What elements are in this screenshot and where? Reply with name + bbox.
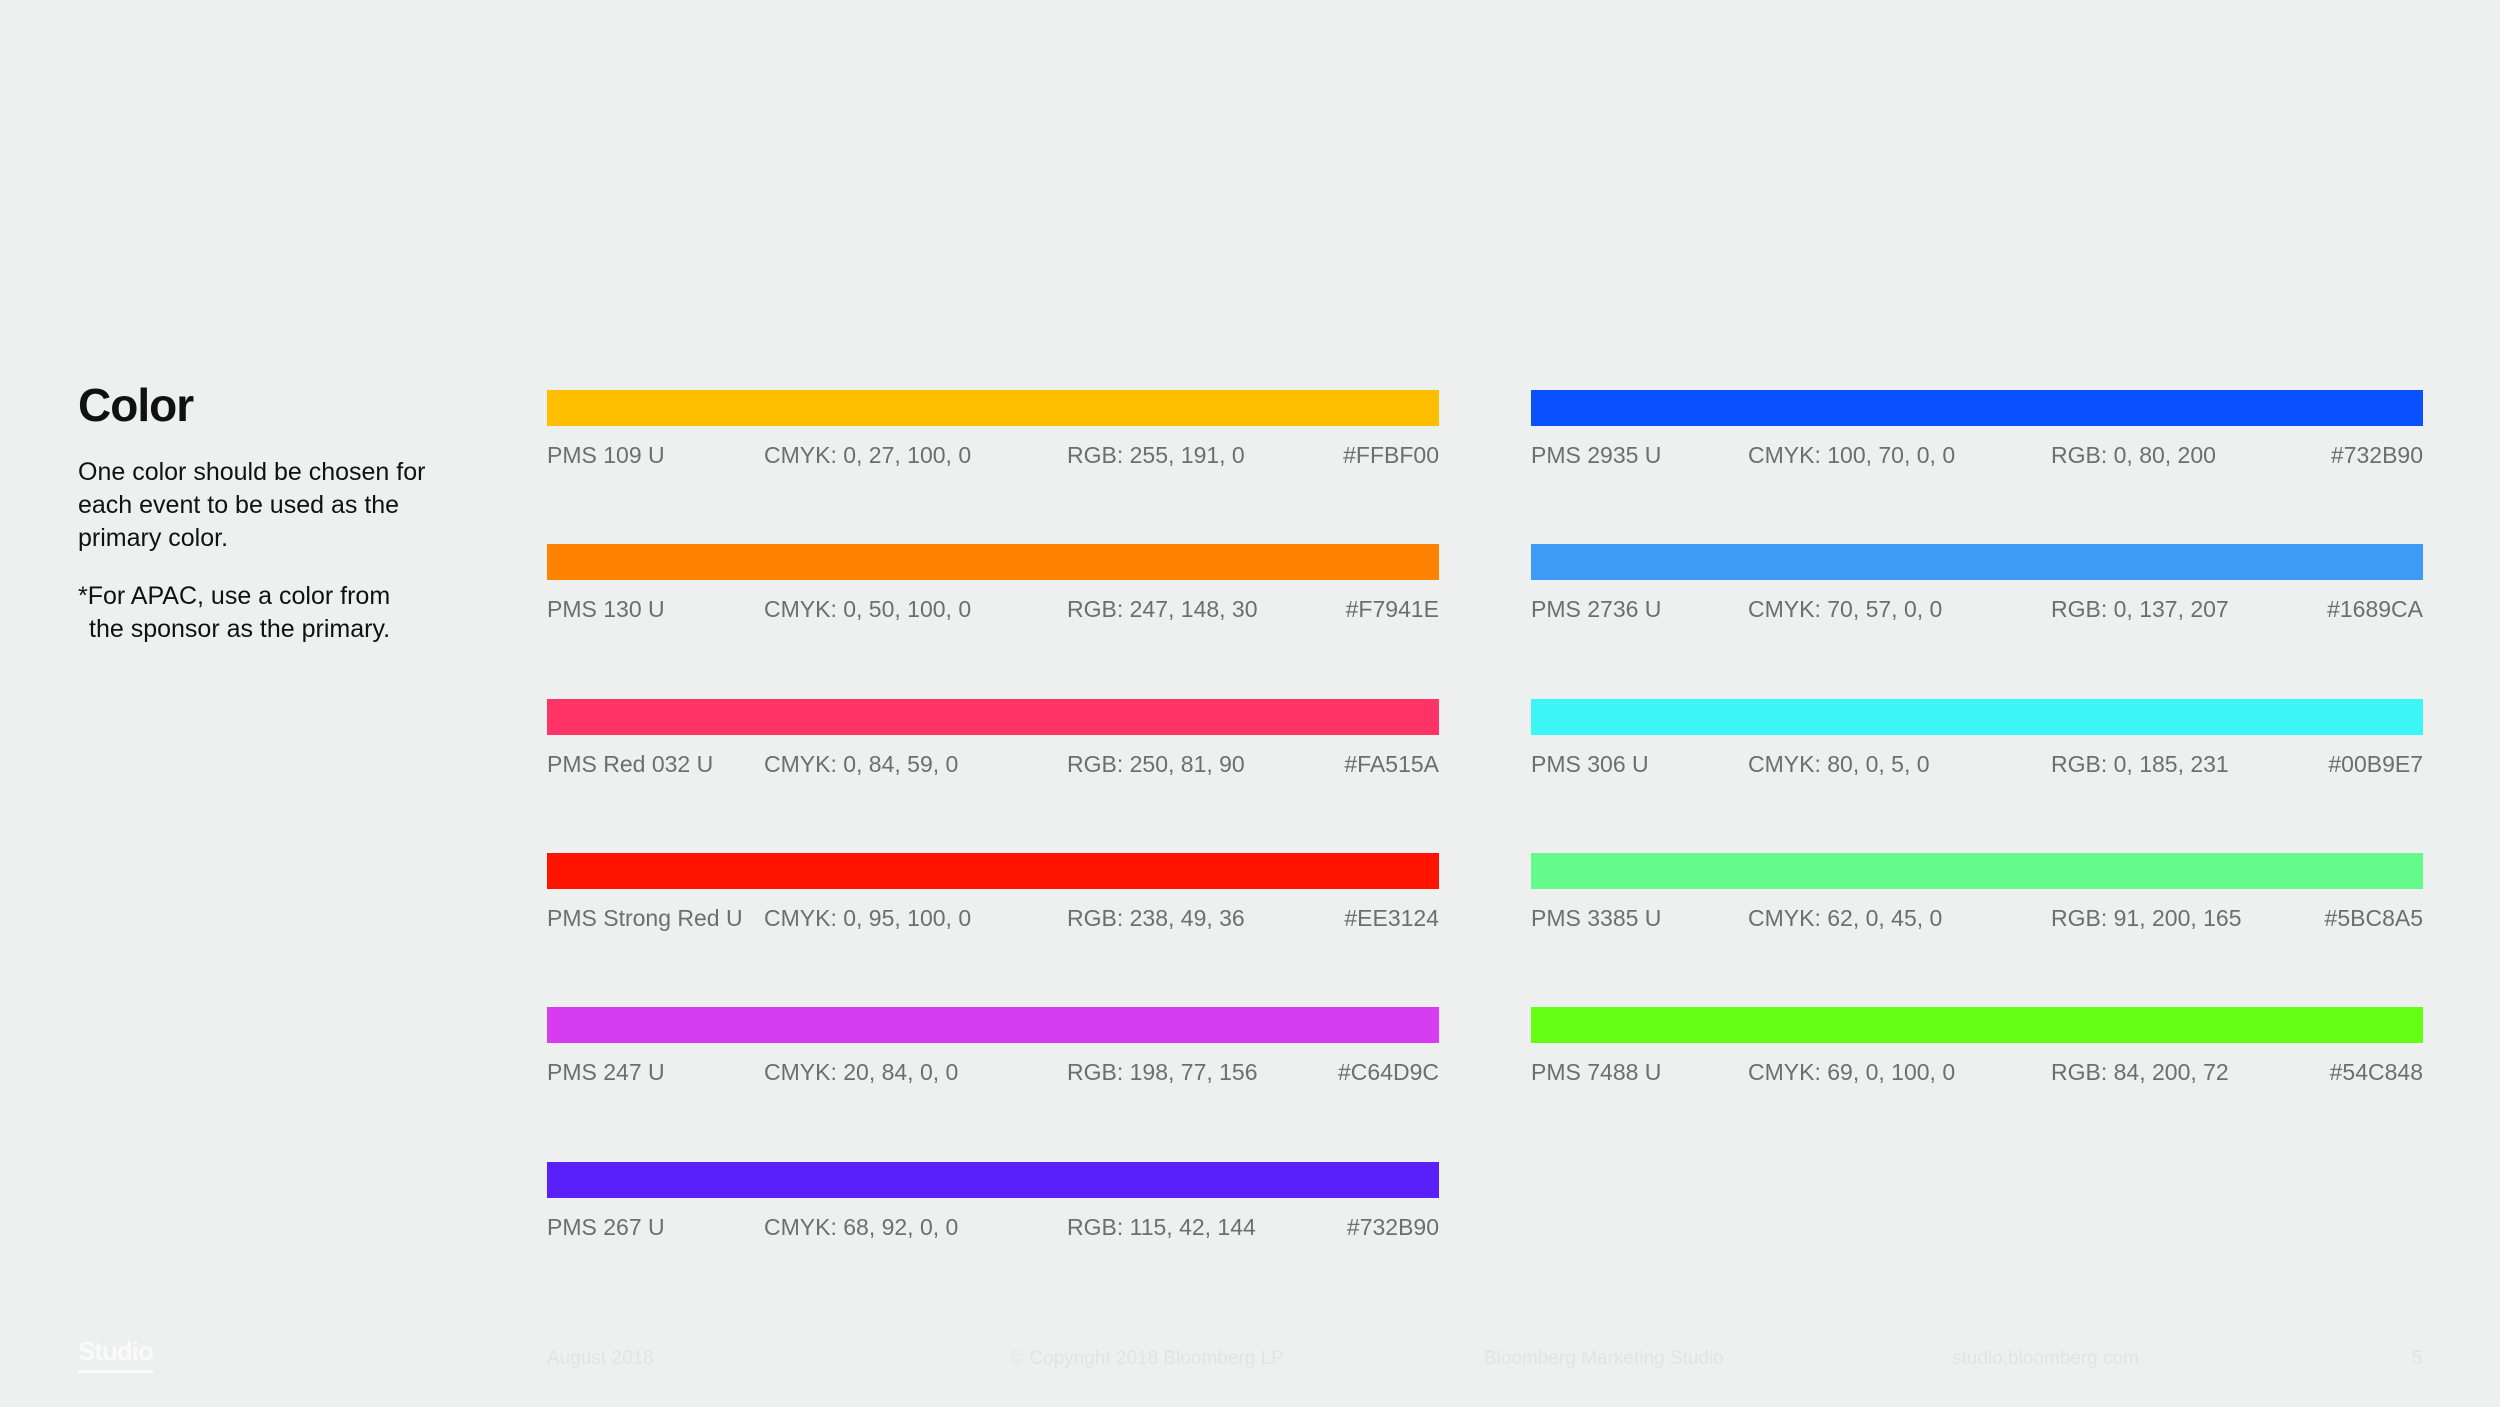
color-swatch-pms-3385: PMS 3385 U CMYK: 62, 0, 45, 0 RGB: 91, 2… [1531, 853, 2423, 963]
pms-label: PMS Strong Red U [547, 905, 743, 931]
color-swatch-pms-7488: PMS 7488 U CMYK: 69, 0, 100, 0 RGB: 84, … [1531, 1007, 2423, 1117]
pms-label: PMS 109 U [547, 442, 665, 468]
color-bar [547, 1007, 1439, 1043]
color-swatch-pms-247: PMS 247 U CMYK: 20, 84, 0, 0 RGB: 198, 7… [547, 1007, 1439, 1117]
page-description: One color should be chosen for each even… [78, 458, 426, 552]
apac-note: *For APAC, use a color from the sponsor … [78, 580, 438, 646]
color-bar [547, 853, 1439, 889]
color-swatch-pms-red-032: PMS Red 032 U CMYK: 0, 84, 59, 0 RGB: 25… [547, 699, 1439, 809]
rgb-label: RGB: 247, 148, 30 [1067, 596, 1258, 622]
hex-label: #F7941E [1345, 596, 1439, 622]
footer-studio-name: Bloomberg Marketing Studio [1484, 1348, 1724, 1369]
color-bar [1531, 544, 2423, 580]
cmyk-label: CMYK: 70, 57, 0, 0 [1748, 596, 1943, 622]
color-bar [1531, 390, 2423, 426]
pms-label: PMS 2935 U [1531, 442, 1662, 468]
cmyk-label: CMYK: 0, 84, 59, 0 [764, 751, 959, 777]
cmyk-label: CMYK: 62, 0, 45, 0 [1748, 905, 1943, 931]
rgb-label: RGB: 198, 77, 156 [1067, 1059, 1258, 1085]
color-bar [1531, 853, 2423, 889]
pms-label: PMS 306 U [1531, 751, 1649, 777]
rgb-label: RGB: 0, 80, 200 [2051, 442, 2216, 468]
color-bar [547, 699, 1439, 735]
cmyk-label: CMYK: 68, 92, 0, 0 [764, 1214, 959, 1240]
hex-label: #EE3124 [1344, 905, 1439, 931]
pms-label: PMS 7488 U [1531, 1059, 1662, 1085]
rgb-label: RGB: 84, 200, 72 [2051, 1059, 2229, 1085]
color-swatch-pms-267: PMS 267 U CMYK: 68, 92, 0, 0 RGB: 115, 4… [547, 1162, 1439, 1272]
footer-copyright: © Copyright 2018 Bloomberg LP [1010, 1348, 1284, 1369]
rgb-label: RGB: 91, 200, 165 [2051, 905, 2242, 931]
color-bar [547, 1162, 1439, 1198]
color-bar [1531, 1007, 2423, 1043]
color-swatch-pms-130: PMS 130 U CMYK: 0, 50, 100, 0 RGB: 247, … [547, 544, 1439, 654]
color-swatch-pms-306: PMS 306 U CMYK: 80, 0, 5, 0 RGB: 0, 185,… [1531, 699, 2423, 809]
rgb-label: RGB: 0, 137, 207 [2051, 596, 2229, 622]
color-swatch-pms-strong-red: PMS Strong Red U CMYK: 0, 95, 100, 0 RGB… [547, 853, 1439, 963]
hex-label: #732B90 [1346, 1214, 1439, 1240]
footer-date: August 2018 [547, 1348, 654, 1369]
pms-label: PMS 247 U [547, 1059, 665, 1085]
hex-label: #C64D9C [1338, 1059, 1439, 1085]
apac-note-line-1: *For APAC, use a color from [78, 582, 391, 610]
footer-url: studio.bloomberg.com [1952, 1348, 2139, 1369]
cmyk-label: CMYK: 0, 27, 100, 0 [764, 442, 972, 468]
rgb-label: RGB: 255, 191, 0 [1067, 442, 1245, 468]
hex-label: #5BC8A5 [2324, 905, 2423, 931]
pms-label: PMS 2736 U [1531, 596, 1662, 622]
cmyk-label: CMYK: 20, 84, 0, 0 [764, 1059, 959, 1085]
hex-label: #FFBF00 [1343, 442, 1439, 468]
footer-page-number: 5 [2412, 1348, 2423, 1369]
rgb-label: RGB: 238, 49, 36 [1067, 905, 1245, 931]
color-bar [547, 544, 1439, 580]
color-bar [547, 390, 1439, 426]
studio-logo: Studio [78, 1336, 154, 1373]
color-swatch-pms-2935: PMS 2935 U CMYK: 100, 70, 0, 0 RGB: 0, 8… [1531, 390, 2423, 500]
hex-label: #FA515A [1344, 751, 1439, 777]
hex-label: #732B90 [2330, 442, 2423, 468]
pms-label: PMS 3385 U [1531, 905, 1662, 931]
hex-label: #54C848 [2329, 1059, 2423, 1085]
color-swatch-pms-109: PMS 109 U CMYK: 0, 27, 100, 0 RGB: 255, … [547, 390, 1439, 500]
rgb-label: RGB: 0, 185, 231 [2051, 751, 2229, 777]
cmyk-label: CMYK: 100, 70, 0, 0 [1748, 442, 1956, 468]
color-bar [1531, 699, 2423, 735]
pms-label: PMS 267 U [547, 1214, 665, 1240]
cmyk-label: CMYK: 69, 0, 100, 0 [1748, 1059, 1956, 1085]
color-swatch-pms-2736: PMS 2736 U CMYK: 70, 57, 0, 0 RGB: 0, 13… [1531, 544, 2423, 654]
cmyk-label: CMYK: 0, 95, 100, 0 [764, 905, 972, 931]
hex-label: #00B9E7 [2328, 751, 2423, 777]
pms-label: PMS 130 U [547, 596, 665, 622]
cmyk-label: CMYK: 80, 0, 5, 0 [1748, 751, 1930, 777]
rgb-label: RGB: 250, 81, 90 [1067, 751, 1245, 777]
page-title: Color [78, 379, 194, 431]
rgb-label: RGB: 115, 42, 144 [1067, 1214, 1256, 1240]
pms-label: PMS Red 032 U [547, 751, 714, 777]
hex-label: #1689CA [2327, 596, 2423, 622]
apac-note-line-2: the sponsor as the primary. [89, 615, 391, 643]
cmyk-label: CMYK: 0, 50, 100, 0 [764, 596, 972, 622]
